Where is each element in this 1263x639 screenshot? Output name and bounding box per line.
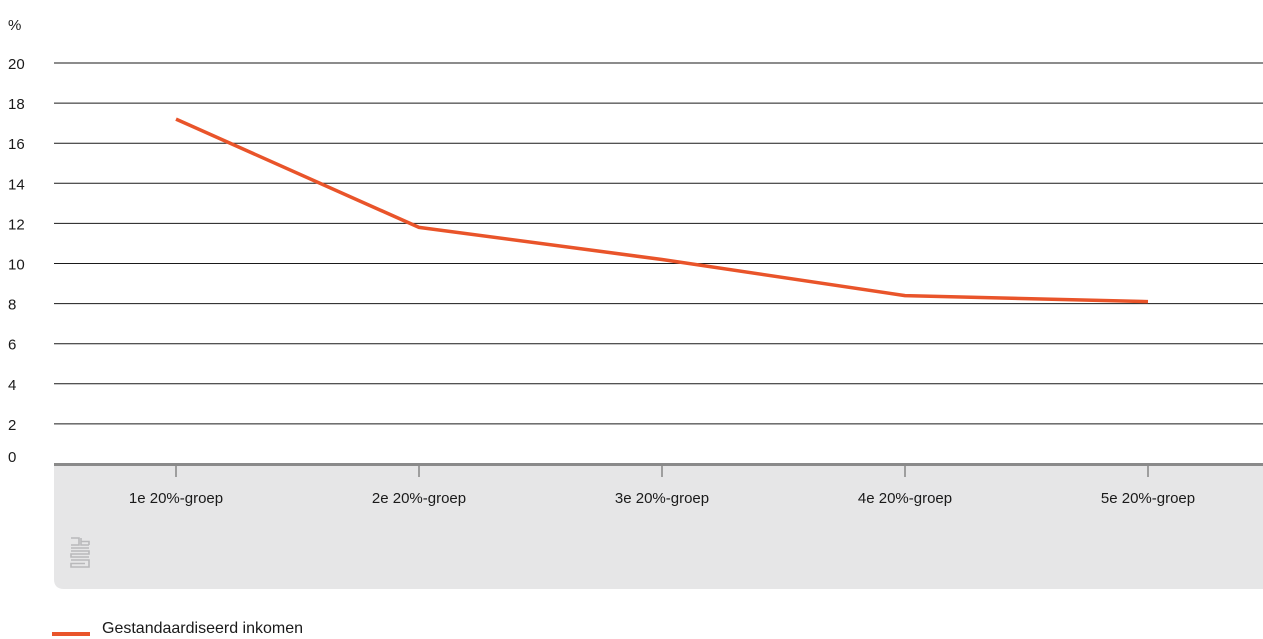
series-line [175, 117, 1149, 304]
y-tick-label: 10 [8, 257, 25, 274]
legend-swatch [52, 632, 90, 636]
gridlines [54, 62, 1263, 425]
y-tick-label: 20 [8, 56, 25, 73]
x-tick-label: 3e 20%-groep [615, 490, 709, 507]
y-tick-label: 6 [8, 337, 16, 354]
x-tick-label: 5e 20%-groep [1101, 490, 1195, 507]
y-axis-unit-label: % [8, 17, 21, 34]
y-axis-ticks: 0 2 4 6 8 10 12 14 16 18 20 [8, 56, 25, 466]
y-tick-label: 12 [8, 216, 25, 233]
y-tick-label: 18 [8, 96, 25, 113]
y-tick-label: 0 [8, 449, 16, 466]
legend-label: Gestandaardiseerd inkomen [102, 620, 304, 637]
x-tick-label: 4e 20%-groep [858, 490, 952, 507]
cbs-logo-icon [70, 537, 90, 568]
series-layer [175, 117, 1149, 304]
y-tick-label: 16 [8, 136, 25, 153]
y-tick-label: 14 [8, 176, 25, 193]
x-axis-ticks: 1e 20%-groep 2e 20%-groep 3e 20%-groep 4e 2… [129, 465, 1195, 507]
line-chart: % 0 2 4 6 8 10 12 14 16 18 20 1e 20%-groep 2e 20%-g… [8, 17, 1263, 589]
y-tick-label: 8 [8, 297, 16, 314]
x-axis-band [54, 465, 1263, 589]
legend: Gestandaardiseerd inkomen [52, 619, 303, 639]
y-tick-label: 4 [8, 377, 16, 394]
x-tick-label: 2e 20%-groep [372, 490, 466, 507]
x-tick-label: 1e 20%-groep [129, 490, 223, 507]
y-tick-label: 2 [8, 417, 16, 434]
